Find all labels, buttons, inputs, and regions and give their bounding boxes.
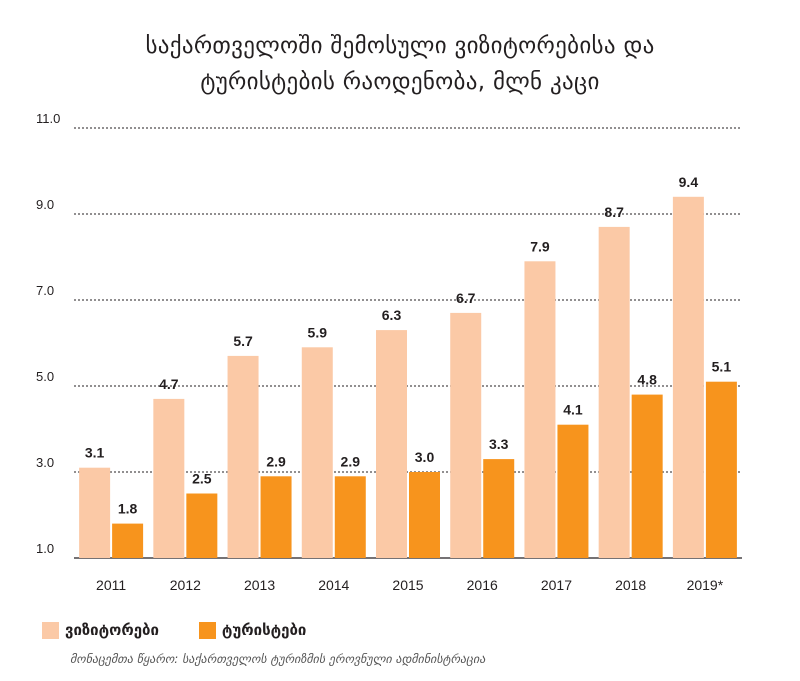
data-label-tourists: 2.9 [266, 453, 286, 469]
data-label-tourists: 2.9 [341, 453, 361, 469]
data-label-visitors: 7.9 [530, 238, 550, 254]
bar-visitors [450, 312, 482, 558]
data-label-tourists: 5.1 [712, 359, 732, 375]
x-tick-label: 2016 [467, 577, 498, 593]
bar-visitors [79, 467, 111, 558]
bar-tourists [260, 476, 292, 558]
x-tick-label: 2012 [170, 577, 201, 593]
y-tick-label: 1.0 [36, 541, 54, 556]
bar-visitors [153, 398, 185, 558]
bar-tourists [112, 523, 144, 558]
bar-tourists [705, 381, 737, 558]
data-label-tourists: 3.0 [415, 449, 435, 465]
x-tick-label: 2013 [244, 577, 275, 593]
bar-tourists [483, 459, 515, 558]
chart-title-line2: ტურისტების რაოდენობა, მლნ კაცი [200, 69, 600, 95]
data-label-visitors: 6.3 [382, 307, 402, 323]
data-label-visitors: 8.7 [604, 204, 624, 220]
y-tick-label: 7.0 [36, 283, 54, 298]
bar-visitors [524, 261, 556, 558]
data-label-tourists: 2.5 [192, 471, 212, 487]
source-note: მონაცემთა წყარო: საქართველოს ტურიზმის ერ… [70, 652, 486, 666]
data-label-tourists: 4.8 [637, 372, 657, 388]
y-tick-label: 9.0 [36, 197, 54, 212]
bar-tourists [631, 394, 663, 558]
legend-item-tourists: ტურისტები [198, 621, 307, 639]
legend-label-tourists: ტურისტები [221, 621, 307, 639]
x-tick-label: 2015 [392, 577, 423, 593]
data-label-tourists: 4.1 [563, 402, 583, 418]
y-tick-label: 5.0 [36, 369, 54, 384]
x-tick-label: 2014 [318, 577, 349, 593]
bar-tourists [409, 472, 440, 558]
legend-swatch-visitors [42, 621, 59, 639]
data-label-visitors: 9.4 [679, 174, 699, 190]
x-tick-label: 2017 [541, 577, 572, 593]
chart-title-line1: საქართველოში შემოსული ვიზიტორებისა და [145, 33, 655, 59]
data-label-visitors: 5.9 [308, 324, 328, 340]
legend-swatch-tourists [198, 621, 216, 639]
y-tick-label: 11.0 [36, 111, 60, 126]
data-label-visitors: 5.7 [233, 333, 253, 349]
bar-tourists [334, 476, 366, 558]
data-label-visitors: 4.7 [159, 376, 179, 392]
bar-visitors [301, 347, 333, 558]
data-label-visitors: 6.7 [456, 290, 476, 306]
bar-tourists [186, 493, 218, 558]
chart-title: საქართველოში შემოსული ვიზიტორებისა და ტუ… [0, 28, 800, 100]
x-tick-label: 2011 [96, 577, 126, 593]
bar-visitors [598, 226, 630, 558]
bar-visitors [376, 330, 407, 558]
legend-label-visitors: ვიზიტორები [65, 621, 159, 639]
x-tick-label: 2019* [687, 577, 724, 593]
chart-legend: ვიზიტორები ტურისტები [42, 621, 346, 639]
data-label-tourists: 1.8 [118, 501, 138, 517]
bar-visitors [672, 196, 704, 559]
bar-tourists [557, 424, 589, 558]
data-label-tourists: 3.3 [489, 436, 509, 452]
data-label-visitors: 3.1 [85, 445, 105, 461]
y-tick-label: 3.0 [36, 455, 54, 470]
bar-visitors [227, 355, 259, 558]
x-tick-label: 2018 [615, 577, 646, 593]
legend-item-visitors: ვიზიტორები [42, 621, 159, 639]
